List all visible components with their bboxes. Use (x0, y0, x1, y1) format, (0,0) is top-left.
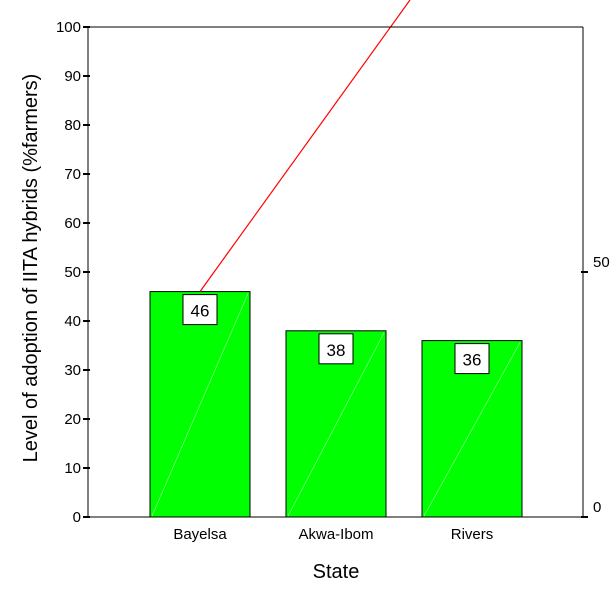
y-tick-label: 100 (56, 19, 81, 36)
y2-tick-label: 0 (593, 499, 601, 516)
y-axis-title: Level of adoption of IITA hybrids (%farm… (20, 74, 42, 463)
y-tick-label: 70 (64, 166, 81, 183)
x-tick-label: Bayelsa (173, 526, 227, 543)
y-tick-label: 50 (64, 264, 81, 281)
x-tick-label: Rivers (451, 526, 494, 543)
trend-line (199, 0, 411, 292)
bar-hatch (151, 293, 249, 517)
y-tick-label: 90 (64, 68, 81, 85)
bars-layer (149, 291, 523, 518)
data-labels-layer: 46 38 36 (182, 294, 490, 375)
y-tick-label: 40 (64, 313, 81, 330)
y-tick-label: 10 (64, 460, 81, 477)
data-label-box (182, 294, 218, 326)
data-label: 46 (191, 302, 210, 321)
bar-hatch (287, 332, 385, 517)
y-tick-label: 60 (64, 215, 81, 232)
y-tick-label: 80 (64, 117, 81, 134)
y-tick-label: 20 (64, 411, 81, 428)
x-axis-title: State (313, 561, 360, 583)
y-tick-label: 30 (64, 362, 81, 379)
trend-line-layer (199, 0, 411, 292)
data-label-box (454, 343, 490, 375)
y2-tick-label: 50 (593, 254, 610, 271)
axes-layer: 0 10 20 30 40 50 60 70 80 90 100 0 50 Bayelsa Akwa-Ibo… (56, 19, 610, 543)
data-label: 36 (463, 351, 482, 370)
data-label-box (318, 333, 354, 365)
y-tick-label: 0 (73, 509, 81, 526)
bar-hatch (423, 342, 521, 517)
x-tick-label: Akwa-Ibom (298, 526, 373, 543)
data-label: 38 (327, 341, 346, 360)
